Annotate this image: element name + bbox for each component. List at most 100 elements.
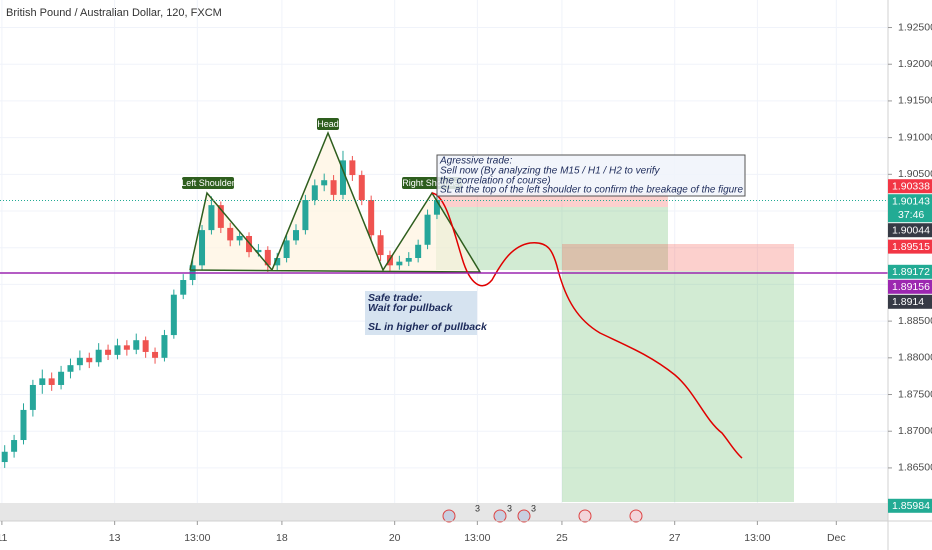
note-line: SL in higher of pullback [368, 321, 488, 333]
event-icon[interactable] [578, 509, 592, 523]
candle-body [311, 185, 318, 201]
candle-body [349, 160, 356, 176]
pattern-fill [190, 133, 480, 272]
pattern-label: Head [317, 119, 339, 129]
event-count: 3 [531, 503, 536, 513]
candle-body [217, 205, 224, 228]
price-lines [0, 200, 888, 274]
price-tag-label: 1.90338 [892, 180, 930, 192]
candle-body [415, 244, 422, 258]
x-tick-label: 18 [276, 532, 288, 544]
label-box [317, 118, 339, 130]
y-tick-label: 1.88000 [898, 352, 932, 364]
head-and-shoulders [189, 131, 482, 273]
candle-body [433, 200, 440, 215]
event-count: 3 [507, 503, 512, 513]
note-line: Sell now (By analyzing the M15 / H1 / H2… [440, 166, 661, 177]
candle-body [274, 257, 281, 266]
candle-body [86, 357, 93, 363]
x-tick-label: Dec [827, 532, 846, 544]
candle-body [424, 214, 431, 245]
y-tick-label: 1.91000 [898, 131, 932, 143]
grid [0, 0, 888, 503]
candles [1, 150, 440, 468]
candle-body [11, 440, 18, 452]
candle-body [170, 294, 177, 336]
projection-curve [431, 192, 743, 459]
candle-body [368, 200, 375, 236]
candle-body [67, 365, 74, 372]
price-tag [888, 264, 932, 279]
countdown: 37:46 [898, 209, 924, 221]
event-icon[interactable] [517, 509, 531, 523]
x-tick-label: 13 [109, 532, 121, 544]
candle-body [123, 345, 130, 350]
drawings-under [190, 133, 794, 502]
candle-body [1, 451, 8, 463]
candle-body [142, 340, 149, 352]
candle-body [39, 378, 46, 385]
x-tick-label: 27 [669, 532, 681, 544]
candle-body [152, 351, 159, 358]
price-tag-label: 1.85984 [892, 500, 930, 512]
candle-body [161, 335, 168, 358]
event-icon[interactable] [629, 509, 643, 523]
price-tags: 1.90338 1.90143 37:46 1.90044 1.89515 1.89172… [888, 179, 932, 513]
candle-body [321, 180, 328, 186]
y-tick-label: 1.92000 [898, 58, 932, 70]
candle-body [358, 175, 365, 201]
x-tick-label: 13:00 [464, 532, 490, 544]
price-tag-label: 1.8914 [892, 296, 924, 308]
price-tag [888, 194, 932, 223]
candle-body [95, 349, 102, 363]
price-tag [888, 498, 932, 513]
note-line: Wait for pullback [368, 302, 454, 314]
note-line: SL at the top of the left shoulder to co… [440, 185, 743, 196]
candle-body [76, 357, 83, 366]
y-tick-label: 1.87500 [898, 388, 932, 400]
position-target [562, 271, 794, 502]
x-tick-label: 25 [556, 532, 568, 544]
drawings-over: Left Shoulder Head Right Shoulder Agress… [181, 118, 746, 459]
candle-body [208, 205, 215, 231]
event-icon[interactable] [442, 509, 456, 523]
y-tick-label: 1.91500 [898, 95, 932, 107]
candle-body [236, 235, 243, 241]
candle-body [405, 257, 412, 262]
note-line: Agressive trade: [439, 156, 512, 167]
candle-body [255, 249, 262, 253]
position-stop [562, 244, 794, 271]
label-box [182, 177, 234, 189]
price-tag-label: 1.89515 [892, 241, 930, 253]
candle-body [199, 230, 206, 266]
y-tick-label: 1.90500 [898, 168, 932, 180]
note-line: Safe trade: [368, 292, 422, 304]
candle-body [29, 384, 36, 410]
chart-title: British Pound / Australian Dollar, 120, … [6, 7, 222, 19]
event-icon[interactable] [493, 509, 507, 523]
price-tag [888, 294, 932, 309]
aggressive-note-box [436, 154, 746, 197]
price-tag-label: 1.89156 [892, 281, 930, 293]
candle-body [105, 349, 112, 355]
candle-body [330, 180, 337, 195]
candle-body [114, 345, 121, 355]
candle-body [48, 378, 55, 385]
x-tick-label: 20 [389, 532, 401, 544]
price-tag-label: 1.90044 [892, 224, 930, 236]
position-target [436, 207, 668, 270]
x-tick-label: 13:00 [184, 532, 210, 544]
y-tick-label: 1.88500 [898, 315, 932, 327]
candle-body [20, 409, 27, 441]
x-tick-label: 11 [0, 532, 7, 544]
candle-body [246, 235, 253, 253]
price-tag [888, 179, 932, 194]
y-tick-label: 1.92500 [898, 21, 932, 33]
candle-body [302, 200, 309, 231]
safe-note-box [365, 291, 477, 335]
candle-body [58, 371, 65, 385]
price-tag-label: 1.89172 [892, 266, 930, 278]
events: 3 3 3 [442, 503, 643, 523]
